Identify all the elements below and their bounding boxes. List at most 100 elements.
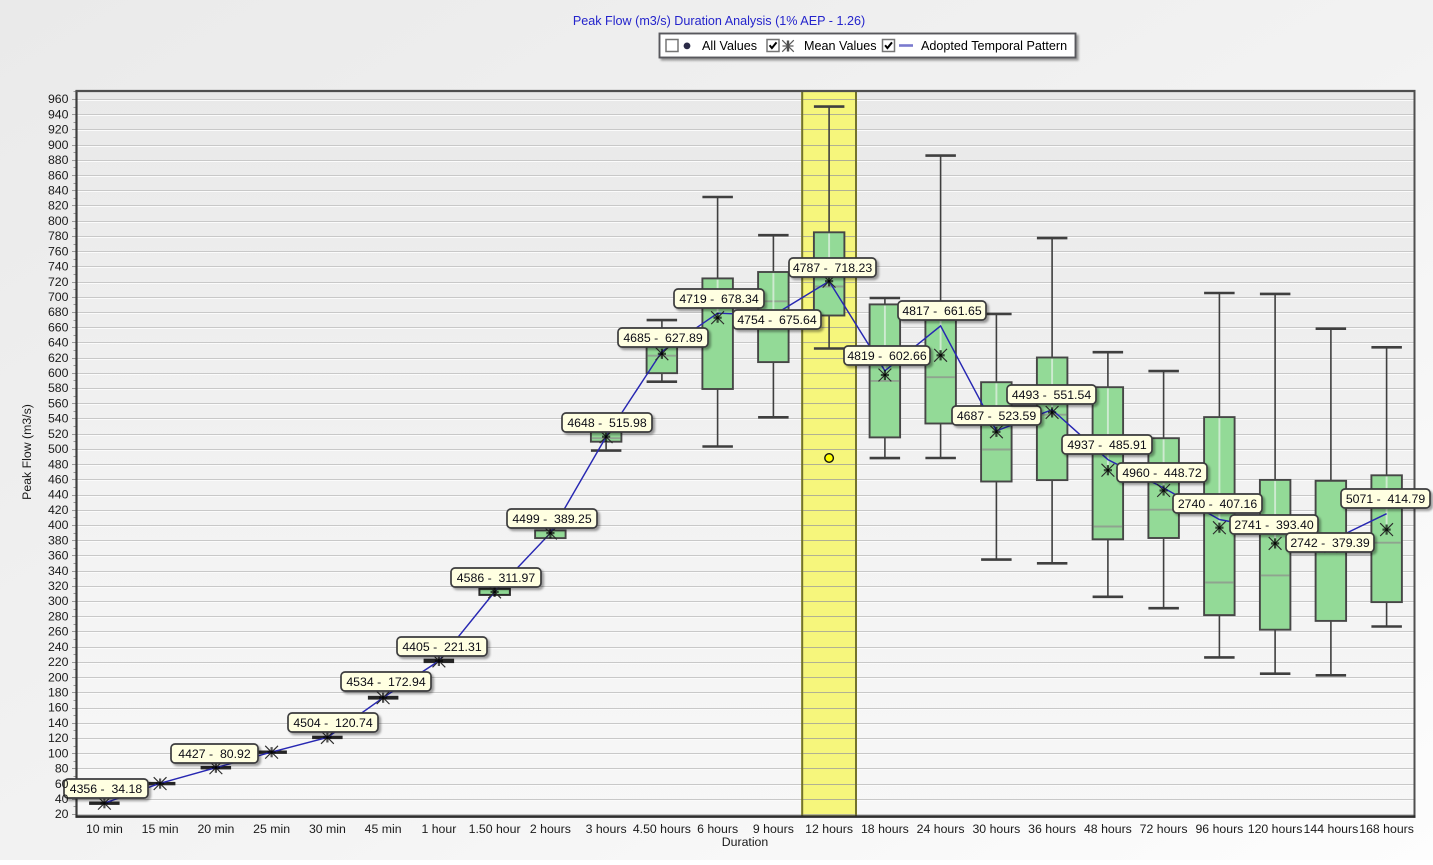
svg-text:4356 - 34.18: 4356 - 34.18 [70, 782, 143, 796]
svg-text:Duration: Duration [722, 835, 769, 849]
svg-text:4719 - 678.34: 4719 - 678.34 [679, 292, 758, 306]
svg-text:960: 960 [48, 92, 69, 106]
svg-text:15 min: 15 min [142, 822, 179, 836]
svg-text:36 hours: 36 hours [1028, 822, 1076, 836]
svg-text:4586 - 311.97: 4586 - 311.97 [457, 571, 536, 585]
svg-text:1.50 hour: 1.50 hour [469, 822, 521, 836]
svg-text:2740 - 407.16: 2740 - 407.16 [1178, 497, 1257, 511]
svg-text:220: 220 [48, 655, 69, 669]
svg-text:120 hours: 120 hours [1248, 822, 1303, 836]
svg-text:880: 880 [48, 153, 69, 167]
svg-text:260: 260 [48, 625, 69, 639]
svg-text:40: 40 [55, 792, 69, 806]
svg-text:500: 500 [48, 442, 69, 456]
svg-text:660: 660 [48, 320, 69, 334]
svg-text:168 hours: 168 hours [1359, 822, 1414, 836]
svg-text:20: 20 [55, 807, 69, 821]
svg-text:2742 - 379.39: 2742 - 379.39 [1290, 536, 1369, 550]
svg-text:900: 900 [48, 138, 69, 152]
svg-text:360: 360 [48, 549, 69, 563]
svg-text:Peak Flow (m3/s): Peak Flow (m3/s) [20, 404, 34, 500]
svg-text:4960 - 448.72: 4960 - 448.72 [1122, 466, 1201, 480]
svg-text:680: 680 [48, 305, 69, 319]
svg-text:920: 920 [48, 123, 69, 137]
svg-text:540: 540 [48, 412, 69, 426]
svg-text:3 hours: 3 hours [586, 822, 627, 836]
svg-text:4.50 hours: 4.50 hours [633, 822, 691, 836]
svg-text:4937 - 485.91: 4937 - 485.91 [1067, 438, 1146, 452]
svg-text:640: 640 [48, 336, 69, 350]
svg-text:760: 760 [48, 244, 69, 258]
svg-text:440: 440 [48, 488, 69, 502]
svg-text:4754 - 675.64: 4754 - 675.64 [737, 313, 816, 327]
svg-text:12 hours: 12 hours [805, 822, 853, 836]
svg-text:10 min: 10 min [86, 822, 123, 836]
svg-text:240: 240 [48, 640, 69, 654]
svg-text:160: 160 [48, 701, 69, 715]
svg-text:380: 380 [48, 533, 69, 547]
svg-text:600: 600 [48, 366, 69, 380]
svg-text:520: 520 [48, 427, 69, 441]
svg-text:820: 820 [48, 199, 69, 213]
svg-text:740: 740 [48, 260, 69, 274]
svg-text:4687 - 523.59: 4687 - 523.59 [957, 409, 1036, 423]
svg-text:4685 - 627.89: 4685 - 627.89 [623, 331, 702, 345]
svg-text:Adopted Temporal Pattern: Adopted Temporal Pattern [921, 39, 1067, 53]
svg-text:140: 140 [48, 716, 69, 730]
svg-text:4405 - 221.31: 4405 - 221.31 [402, 640, 481, 654]
svg-text:4504 - 120.74: 4504 - 120.74 [293, 716, 372, 730]
svg-text:940: 940 [48, 107, 69, 121]
svg-text:300: 300 [48, 594, 69, 608]
svg-text:420: 420 [48, 503, 69, 517]
svg-text:4787 - 718.23: 4787 - 718.23 [793, 261, 872, 275]
svg-text:4427 - 80.92: 4427 - 80.92 [178, 747, 251, 761]
svg-text:20 min: 20 min [197, 822, 234, 836]
svg-text:9 hours: 9 hours [753, 822, 794, 836]
svg-text:460: 460 [48, 473, 69, 487]
svg-text:280: 280 [48, 609, 69, 623]
svg-text:1 hour: 1 hour [421, 822, 456, 836]
svg-text:All Values: All Values [702, 39, 757, 53]
svg-text:2 hours: 2 hours [530, 822, 571, 836]
svg-text:4534 - 172.94: 4534 - 172.94 [346, 675, 425, 689]
svg-text:800: 800 [48, 214, 69, 228]
svg-text:4648 - 515.98: 4648 - 515.98 [567, 416, 646, 430]
svg-text:480: 480 [48, 457, 69, 471]
svg-text:30 hours: 30 hours [972, 822, 1020, 836]
svg-text:18 hours: 18 hours [861, 822, 909, 836]
svg-text:4493 - 551.54: 4493 - 551.54 [1012, 388, 1091, 402]
svg-text:30 min: 30 min [309, 822, 346, 836]
svg-text:4817 - 661.65: 4817 - 661.65 [902, 304, 981, 318]
svg-text:120: 120 [48, 731, 69, 745]
svg-text:2741 - 393.40: 2741 - 393.40 [1234, 518, 1313, 532]
svg-text:Peak Flow (m3/s) Duration Anal: Peak Flow (m3/s) Duration Analysis (1% A… [573, 14, 865, 28]
svg-text:96 hours: 96 hours [1195, 822, 1243, 836]
svg-text:180: 180 [48, 686, 69, 700]
svg-text:620: 620 [48, 351, 69, 365]
svg-text:560: 560 [48, 397, 69, 411]
svg-text:48 hours: 48 hours [1084, 822, 1132, 836]
svg-text:144 hours: 144 hours [1304, 822, 1359, 836]
svg-text:25 min: 25 min [253, 822, 290, 836]
svg-text:24 hours: 24 hours [917, 822, 965, 836]
svg-text:100: 100 [48, 746, 69, 760]
svg-text:80: 80 [55, 762, 69, 776]
svg-text:5071 - 414.79: 5071 - 414.79 [1346, 492, 1425, 506]
svg-text:45 min: 45 min [365, 822, 402, 836]
svg-text:60: 60 [55, 777, 69, 791]
svg-text:700: 700 [48, 290, 69, 304]
svg-text:4819 - 602.66: 4819 - 602.66 [847, 349, 926, 363]
svg-text:200: 200 [48, 670, 69, 684]
svg-text:320: 320 [48, 579, 69, 593]
svg-text:72 hours: 72 hours [1140, 822, 1188, 836]
svg-text:340: 340 [48, 564, 69, 578]
svg-text:6 hours: 6 hours [697, 822, 738, 836]
svg-text:400: 400 [48, 518, 69, 532]
svg-text:720: 720 [48, 275, 69, 289]
svg-text:840: 840 [48, 184, 69, 198]
svg-text:860: 860 [48, 168, 69, 182]
svg-text:580: 580 [48, 381, 69, 395]
svg-text:4499 - 389.25: 4499 - 389.25 [512, 512, 591, 526]
svg-text:Mean Values: Mean Values [804, 39, 877, 53]
svg-text:780: 780 [48, 229, 69, 243]
